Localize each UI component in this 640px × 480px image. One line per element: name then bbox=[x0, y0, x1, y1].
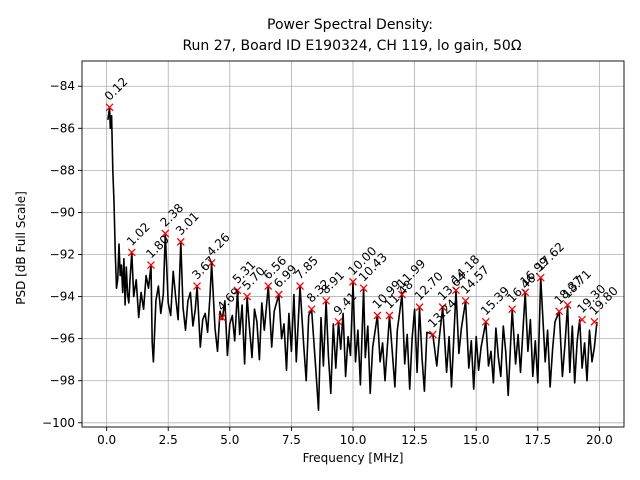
peak-marker bbox=[334, 317, 343, 326]
y-tick-label: −96 bbox=[50, 332, 75, 346]
x-axis-label: Frequency [MHz] bbox=[303, 451, 404, 465]
x-tick-label: 2.5 bbox=[159, 433, 178, 447]
y-tick-label: −98 bbox=[50, 374, 75, 388]
peak-marker bbox=[274, 290, 283, 299]
x-tick-label: 7.5 bbox=[282, 433, 301, 447]
peak-markers bbox=[105, 103, 599, 339]
peak-marker bbox=[461, 296, 470, 305]
peak-marker bbox=[563, 301, 572, 309]
plot-frame bbox=[81, 60, 625, 428]
peak-marker bbox=[578, 315, 587, 324]
chart-title-line2: Run 27, Board ID E190324, CH 119, lo gai… bbox=[182, 38, 521, 54]
peak-marker bbox=[452, 286, 460, 295]
chart-title-line1: Power Spectral Density: bbox=[267, 17, 433, 33]
x-tick-label: 10.0 bbox=[340, 433, 367, 447]
y-axis-ticks: −100 −98 −96 −94 −92 −90 −88 −86 −84 bbox=[42, 79, 82, 430]
y-tick-label: −90 bbox=[50, 205, 75, 219]
peak-marker bbox=[105, 103, 114, 112]
peak-marker bbox=[438, 303, 447, 312]
peak-marker bbox=[322, 296, 331, 305]
y-tick-label: −100 bbox=[42, 416, 75, 430]
peak-marker bbox=[398, 290, 406, 299]
x-tick-label: 15.0 bbox=[463, 433, 490, 447]
peak-marker bbox=[508, 305, 517, 314]
x-tick-label: 17.5 bbox=[524, 433, 551, 447]
y-tick-label: −86 bbox=[50, 121, 75, 135]
x-tick-label: 20.0 bbox=[586, 433, 613, 447]
peak-marker bbox=[359, 284, 368, 293]
x-tick-label: 0.0 bbox=[97, 433, 116, 447]
y-tick-label: −92 bbox=[50, 248, 75, 262]
y-axis-label: PSD [dB Full Scale] bbox=[14, 191, 28, 305]
peak-marker bbox=[521, 288, 530, 297]
peak-marker bbox=[243, 292, 252, 301]
peak-marker bbox=[307, 305, 316, 314]
peak-marker bbox=[147, 261, 155, 269]
peak-marker bbox=[218, 313, 227, 322]
peak-marker bbox=[349, 277, 357, 286]
peak-marker bbox=[193, 282, 202, 291]
peak-marker bbox=[481, 317, 490, 326]
peak-marker bbox=[233, 286, 242, 295]
peak-marker bbox=[555, 307, 564, 316]
peak-marker bbox=[176, 237, 185, 246]
x-axis-ticks: 0.0 2.5 5.0 7.5 10.0 12.5 15.0 17.5 20.0 bbox=[97, 427, 613, 447]
peak-marker bbox=[264, 282, 273, 291]
peak-marker bbox=[127, 248, 136, 257]
peak-marker bbox=[428, 330, 437, 339]
x-tick-label: 5.0 bbox=[220, 433, 239, 447]
peak-marker bbox=[385, 311, 394, 320]
y-tick-label: −88 bbox=[50, 163, 75, 177]
peak-marker bbox=[415, 303, 424, 312]
peak-marker bbox=[296, 282, 304, 291]
peak-marker bbox=[373, 311, 382, 320]
y-tick-label: −94 bbox=[50, 290, 75, 304]
x-tick-label: 12.5 bbox=[401, 433, 428, 447]
y-tick-label: −84 bbox=[50, 79, 75, 93]
peak-marker bbox=[161, 229, 170, 238]
peak-marker bbox=[207, 258, 216, 267]
peak-marker bbox=[536, 273, 545, 282]
psd-series-line bbox=[107, 106, 598, 411]
peak-marker bbox=[590, 317, 599, 326]
